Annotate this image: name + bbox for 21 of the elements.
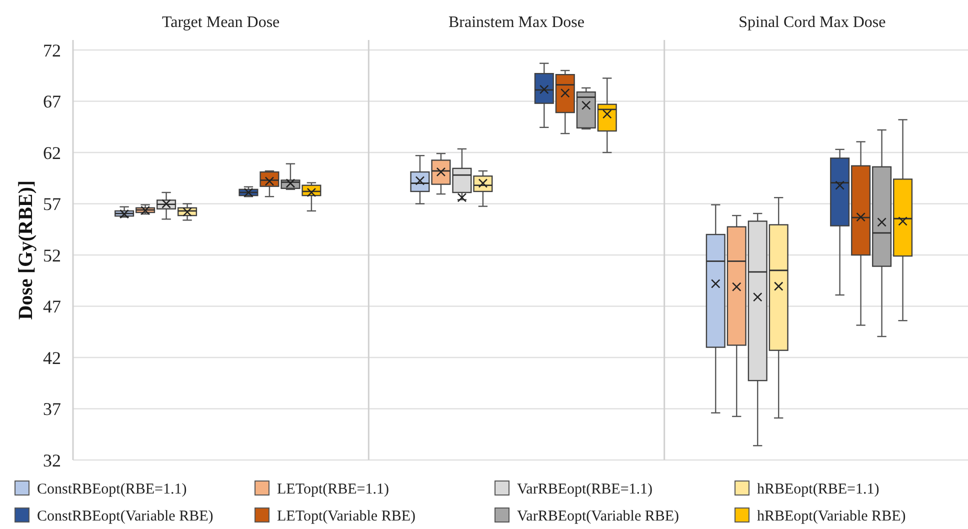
- legend-label: hRBEopt(Variable RBE): [757, 508, 906, 524]
- x-tick-label: Brainstem Max Dose: [448, 14, 584, 31]
- legend-label: hRBEopt(RBE=1.1): [757, 481, 880, 498]
- y-tick-label: 62: [43, 142, 61, 163]
- y-tick-label: 57: [43, 194, 61, 214]
- y-tick-label: 47: [43, 296, 61, 317]
- y-tick-label: 72: [43, 40, 61, 60]
- x-tick-label: Target Mean Dose: [162, 14, 280, 31]
- legend-label: VarRBEopt(Variable RBE): [517, 508, 680, 524]
- legend-label: ConstRBEopt(Variable RBE): [37, 508, 214, 524]
- y-tick-label: 32: [43, 450, 61, 470]
- legend-label: ConstRBEopt(RBE=1.1): [37, 481, 187, 498]
- x-tick-label: Spinal Cord Max Dose: [738, 14, 886, 31]
- legend-label: LETopt(Variable RBE): [277, 508, 416, 524]
- legend-label: VarRBEopt(RBE=1.1): [517, 481, 653, 498]
- y-tick-label: 52: [43, 245, 61, 266]
- y-tick-label: 67: [43, 92, 61, 112]
- legend-label: LETopt(RBE=1.1): [277, 481, 389, 498]
- y-tick-label: 37: [43, 399, 61, 420]
- y-axis-title: Dose [Gy(RBE)]: [15, 180, 37, 320]
- y-tick-label: 42: [43, 348, 61, 368]
